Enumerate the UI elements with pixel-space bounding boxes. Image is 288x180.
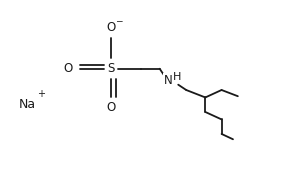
- Text: +: +: [37, 89, 45, 99]
- Text: N: N: [164, 74, 173, 87]
- Text: O: O: [64, 62, 73, 75]
- Text: H: H: [173, 72, 181, 82]
- Text: Na: Na: [18, 98, 36, 111]
- Text: O: O: [107, 101, 116, 114]
- Text: O: O: [107, 21, 116, 34]
- Text: −: −: [115, 16, 123, 25]
- Text: S: S: [107, 62, 115, 75]
